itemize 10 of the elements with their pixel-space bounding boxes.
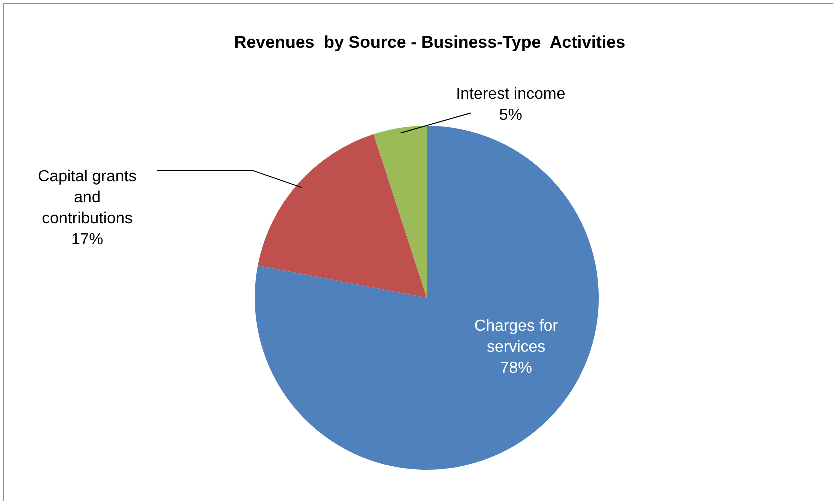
pie-slice xyxy=(255,126,599,470)
data-label: 78% xyxy=(500,360,532,378)
slice-label: Interest income xyxy=(456,86,566,104)
data-label: 17% xyxy=(71,232,104,249)
slice-label: Charges for services xyxy=(474,318,559,356)
data-label: 5% xyxy=(499,107,522,124)
chart-title: Revenues by Source - Business-Type Activities xyxy=(234,33,626,52)
pie-slice xyxy=(258,134,427,298)
pie-slice xyxy=(374,126,427,298)
slice-label: Capital grants and contributions xyxy=(38,168,137,228)
